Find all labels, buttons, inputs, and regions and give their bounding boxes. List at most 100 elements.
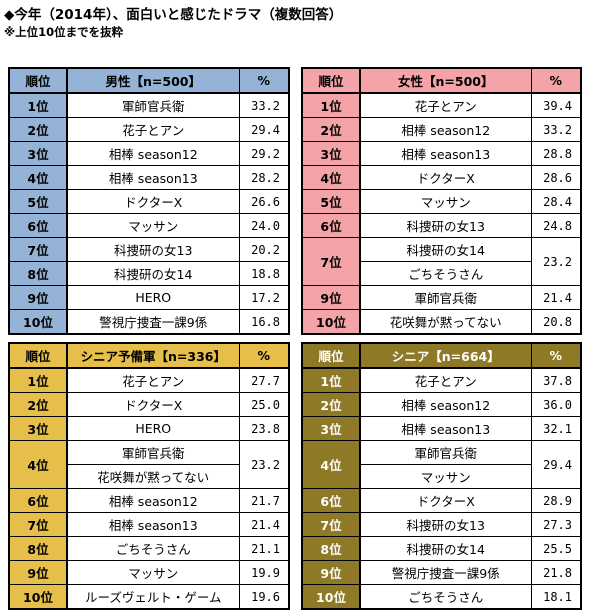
rank-cell: 3位 [8, 141, 68, 166]
drama-name-cell: ごちそうさん [66, 536, 240, 561]
rank-cell: 9位 [301, 560, 361, 585]
drama-name-cell: マッサン [359, 189, 532, 214]
drama-name-cell: 花子とアン [359, 92, 532, 118]
rank-cell: 1位 [301, 367, 361, 393]
table-row: 8位 ごちそうさん 21.1 [8, 536, 290, 561]
drama-name-cell: マッサン [66, 213, 240, 238]
drama-name-cell: 軍師官兵衛 [66, 440, 240, 465]
table-row: 5位 マッサン 28.4 [301, 189, 582, 214]
table-row: 花咲舞が黙ってない [9, 464, 289, 489]
drama-name-cell: 相棒 season12 [359, 392, 532, 417]
table-row: 2位 相棒 season12 36.0 [301, 392, 582, 417]
table-row: 8位 科捜研の女14 18.8 [8, 261, 290, 286]
drama-name-cell: マッサン [359, 464, 532, 489]
rank-cell: 7位 [8, 512, 68, 537]
percent-cell: 23.2 [238, 440, 290, 489]
rank-cell: 4位 [301, 165, 361, 190]
rank-cell: 2位 [8, 392, 68, 417]
percent-cell: 19.6 [238, 584, 290, 610]
rank-cell: 8位 [301, 536, 361, 561]
drama-name-cell: ドクターX [359, 488, 532, 513]
table-row: 2位 ドクターX 25.0 [8, 392, 290, 417]
rank-cell: 9位 [8, 560, 68, 585]
segment-header: 女性【n=500】 [359, 67, 532, 94]
rank-cell: 3位 [301, 141, 361, 166]
drama-name-cell: 軍師官兵衛 [359, 285, 532, 310]
rank-cell: 7位 [301, 237, 361, 286]
drama-name-cell: 科捜研の女14 [66, 261, 240, 286]
percent-cell: 21.8 [530, 560, 582, 585]
drama-name-cell: 軍師官兵衛 [66, 92, 240, 118]
page-title: ◆今年（2014年）、面白いと感じたドラマ（複数回答） [4, 7, 343, 23]
drama-name-cell: HERO [66, 285, 240, 310]
percent-cell: 28.8 [530, 141, 582, 166]
rank-cell: 7位 [301, 512, 361, 537]
table-row: 3位 HERO 23.8 [8, 416, 290, 441]
table-row: 2位 相棒 season12 33.2 [301, 117, 582, 142]
rank-cell: 1位 [8, 92, 68, 118]
percent-cell: 37.8 [530, 367, 582, 393]
percent-cell: 33.2 [530, 117, 582, 142]
percent-cell: 28.6 [530, 165, 582, 190]
table-row: 4位 相棒 season13 28.2 [8, 165, 290, 190]
rank-cell: 3位 [8, 416, 68, 441]
table-row: 3位 相棒 season13 28.8 [301, 141, 582, 166]
drama-name-cell: 花咲舞が黙ってない [359, 309, 532, 335]
table-row: 9位 軍師官兵衛 21.4 [301, 285, 582, 310]
drama-name-cell: 相棒 season12 [66, 488, 240, 513]
drama-name-cell: 科捜研の女14 [359, 536, 532, 561]
table-header-row: 順位 シニア【n=664】% [301, 342, 582, 369]
rank-cell: 10位 [8, 584, 68, 610]
percent-cell: 21.4 [238, 512, 290, 537]
drama-name-cell: 警視庁捜査一課9係 [66, 309, 240, 335]
table-row: 10位 ルーズヴェルト・ゲーム 19.6 [8, 584, 290, 610]
rank-header: 順位 [301, 67, 361, 94]
rank-cell: 6位 [8, 488, 68, 513]
table-row: 4位 ドクターX 28.6 [301, 165, 582, 190]
percent-cell: 18.1 [530, 584, 582, 610]
drama-name-cell: 相棒 season12 [359, 117, 532, 142]
table-row: 7位 科捜研の女13 27.3 [301, 512, 582, 537]
drama-name-cell: ドクターX [66, 392, 240, 417]
percent-cell: 17.2 [238, 285, 290, 310]
percent-cell: 24.8 [530, 213, 582, 238]
table-row: 10位 花咲舞が黙ってない 20.8 [301, 309, 582, 335]
drama-name-cell: 花子とアン [66, 117, 240, 142]
ranking-table-pre-senior: 順位 シニア予備軍【n=336】% 1位 花子とアン 27.7 2位 ドクターX 25.0 3位… [8, 342, 290, 610]
drama-name-cell: 軍師官兵衛 [359, 440, 532, 465]
drama-name-cell: ドクターX [66, 189, 240, 214]
drama-name-cell: 科捜研の女13 [359, 512, 532, 537]
drama-name-cell: 警視庁捜査一課9係 [359, 560, 532, 585]
rank-cell: 8位 [8, 536, 68, 561]
table-row: 7位 科捜研の女13 20.2 [8, 237, 290, 262]
percent-cell: 20.2 [238, 237, 290, 262]
percent-cell: 21.1 [238, 536, 290, 561]
ranking-table-female: 順位 女性【n=500】% 1位 花子とアン 39.4 2位 相棒 season12 33.2… [301, 67, 582, 335]
rank-header: 順位 [301, 342, 361, 369]
percent-cell: 28.9 [530, 488, 582, 513]
rank-cell: 8位 [8, 261, 68, 286]
rank-header: 順位 [8, 342, 68, 369]
segment-header: 男性【n=500】 [66, 67, 240, 94]
table-row: 6位 科捜研の女13 24.8 [301, 213, 582, 238]
table-row: 1位 軍師官兵衛 33.2 [8, 92, 290, 118]
percent-cell: 28.2 [238, 165, 290, 190]
percent-cell: 29.4 [238, 117, 290, 142]
rank-cell: 7位 [8, 237, 68, 262]
percent-header: % [238, 342, 290, 369]
table-row: 2位 花子とアン 29.4 [8, 117, 290, 142]
percent-cell: 16.8 [238, 309, 290, 335]
table-row: 9位 HERO 17.2 [8, 285, 290, 310]
rank-cell: 4位 [8, 165, 68, 190]
percent-cell: 24.0 [238, 213, 290, 238]
rank-cell: 10位 [301, 309, 361, 335]
drama-name-cell: 相棒 season13 [66, 165, 240, 190]
percent-cell: 18.8 [238, 261, 290, 286]
percent-cell: 28.4 [530, 189, 582, 214]
rank-cell: 1位 [301, 92, 361, 118]
drama-name-cell: 相棒 season13 [359, 416, 532, 441]
rank-cell: 5位 [301, 189, 361, 214]
rank-cell: 1位 [8, 367, 68, 393]
percent-cell: 29.4 [530, 440, 582, 489]
table-row: 7位 科捜研の女14 23.2 [301, 237, 582, 286]
